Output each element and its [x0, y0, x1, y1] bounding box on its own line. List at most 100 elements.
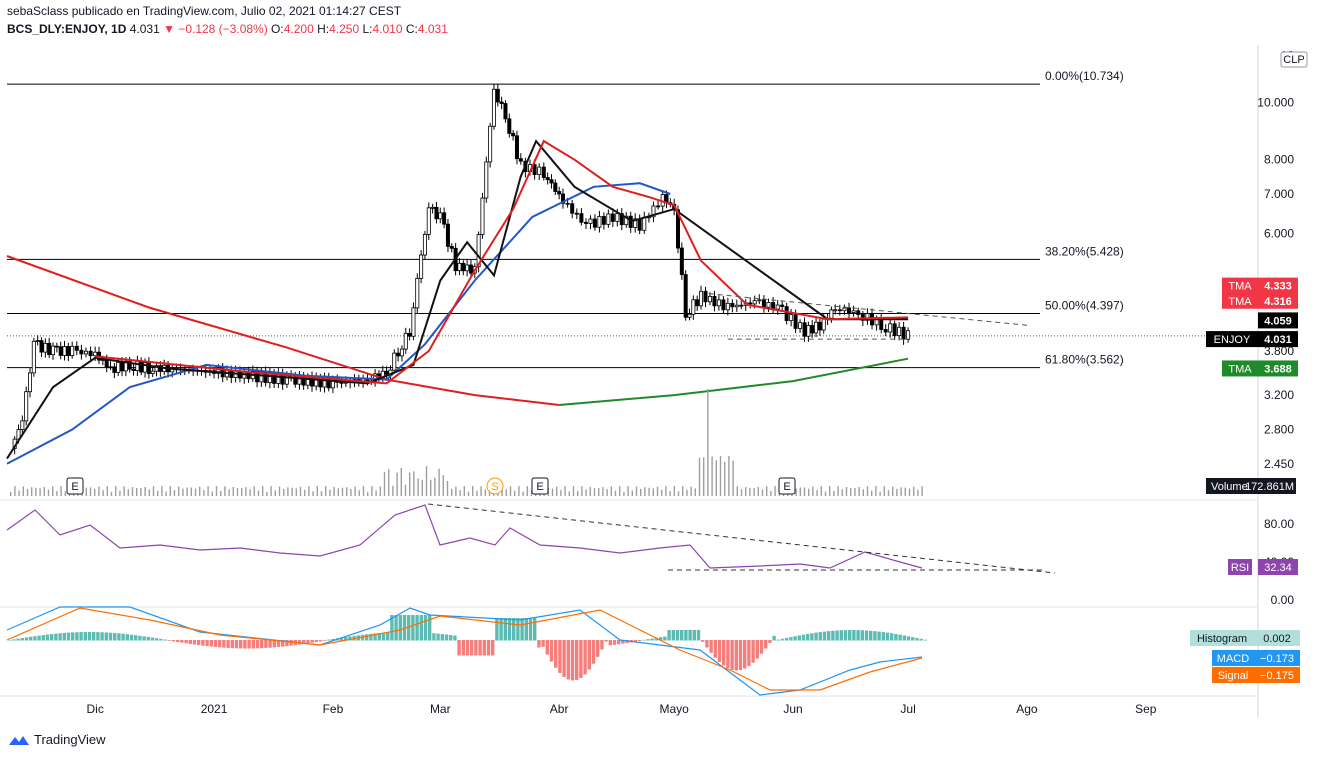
volume-bar	[47, 489, 50, 496]
macd-histogram-bar	[457, 640, 461, 656]
candle-down	[856, 310, 861, 315]
macd-histogram-bar	[575, 640, 579, 680]
macd-histogram-bar	[155, 638, 159, 641]
candle-down	[784, 306, 789, 321]
volume-bar	[446, 480, 449, 496]
macd-histogram-bar	[583, 640, 587, 675]
candle-up	[798, 322, 803, 329]
volume-bar	[703, 457, 705, 496]
high-label: H:	[317, 22, 330, 36]
candle-down	[583, 221, 588, 224]
macd-histogram-bar	[386, 632, 390, 641]
candle-down	[74, 345, 79, 351]
tradingview-logo[interactable]: TradingView	[8, 732, 106, 747]
macd-histogram-bar	[659, 637, 663, 641]
candle-up	[43, 342, 48, 353]
macd-histogram-bar	[117, 633, 121, 641]
volume-bar	[455, 486, 457, 496]
volume-bar	[215, 486, 218, 496]
volume-bar	[564, 486, 566, 496]
candle-up	[480, 197, 485, 235]
candle-up	[438, 212, 443, 220]
close-label: C:	[405, 22, 418, 36]
macd-histogram-bar	[411, 615, 415, 641]
volume-bar	[635, 486, 638, 496]
macd-histogram-bar	[646, 639, 650, 641]
x-tick-label: Dic	[87, 702, 104, 716]
volume-bar	[127, 489, 129, 496]
volume-bar	[320, 491, 323, 496]
macd-histogram-bar	[579, 640, 583, 678]
macd-histogram-bar	[33, 636, 37, 641]
candle-down	[131, 368, 136, 371]
volume-bar	[724, 461, 726, 496]
volume-bar	[211, 491, 213, 496]
macd-histogram-bar	[12, 639, 16, 641]
macd-histogram-bar	[348, 636, 352, 641]
macd-histogram-bar	[323, 640, 327, 641]
macd-histogram-bar	[705, 640, 709, 648]
macd-histogram-bar	[839, 630, 843, 641]
volume-bar	[106, 486, 108, 496]
candle-up	[154, 365, 159, 372]
macd-histogram-bar	[822, 631, 827, 641]
volume-bar	[514, 490, 516, 496]
volume-bar	[367, 491, 369, 496]
volume-bar	[833, 490, 835, 496]
volume-bar	[774, 486, 776, 496]
candle-up	[484, 161, 489, 199]
macd-histogram-bar	[197, 640, 201, 646]
volume-bar	[598, 487, 600, 496]
macd-series-tag	[1190, 630, 1254, 646]
macd-histogram-bar	[171, 640, 176, 642]
macd-histogram-bar	[428, 615, 432, 641]
x-tick-label: 2021	[201, 702, 228, 716]
rsi-title: RSI	[1231, 562, 1249, 574]
symbol-name: BCS_DLY:ENJOY, 1D	[7, 22, 127, 36]
macd-histogram-bar	[180, 640, 184, 643]
rsi-trendline	[427, 503, 1056, 574]
macd-histogram-bar	[482, 640, 486, 656]
macd-histogram-bar	[239, 640, 243, 649]
macd-histogram-bar	[785, 637, 789, 641]
volume-bar	[152, 486, 155, 496]
macd-histogram-bar	[222, 640, 226, 648]
volume-bar	[362, 486, 365, 496]
macd-histogram-bar	[600, 640, 604, 650]
macd-histogram-bar	[247, 640, 251, 649]
macd-histogram-bar	[125, 634, 129, 641]
volume-bar	[123, 486, 125, 496]
macd-histogram-bar	[696, 630, 701, 641]
candle-up	[615, 213, 620, 222]
macd-histogram-bar	[243, 640, 247, 649]
macd-histogram-bar	[545, 640, 549, 655]
macd-histogram-bar	[898, 634, 902, 641]
macd-histogram-bar	[381, 632, 386, 641]
volume-bar	[115, 486, 117, 496]
volume-bar	[661, 489, 663, 496]
macd-histogram-bar	[276, 640, 281, 648]
volume-bar	[392, 485, 394, 496]
volume-bar	[94, 488, 96, 496]
volume-bar	[165, 491, 167, 496]
macd-histogram-bar	[789, 637, 793, 641]
candle-up	[624, 215, 629, 226]
volume-bar	[35, 487, 37, 496]
volume-bar	[224, 486, 226, 496]
low-value: 4.010	[372, 22, 403, 36]
macd-histogram-bar	[709, 640, 713, 653]
macd-histogram-bar	[134, 635, 138, 641]
macd-histogram-bar	[764, 640, 768, 649]
macd-histogram-bar	[759, 640, 764, 654]
fib-level-label: 0.00%(10.734)	[1045, 69, 1124, 83]
volume-bar	[560, 489, 562, 496]
macd-histogram-bar	[255, 640, 260, 649]
macd-histogram-bar	[772, 635, 776, 641]
volume-bar	[102, 490, 104, 496]
candle-up	[806, 325, 811, 337]
candle-up	[725, 302, 730, 311]
candle-down	[545, 177, 550, 181]
volume-bar	[476, 490, 478, 496]
volume-bar	[396, 472, 398, 496]
